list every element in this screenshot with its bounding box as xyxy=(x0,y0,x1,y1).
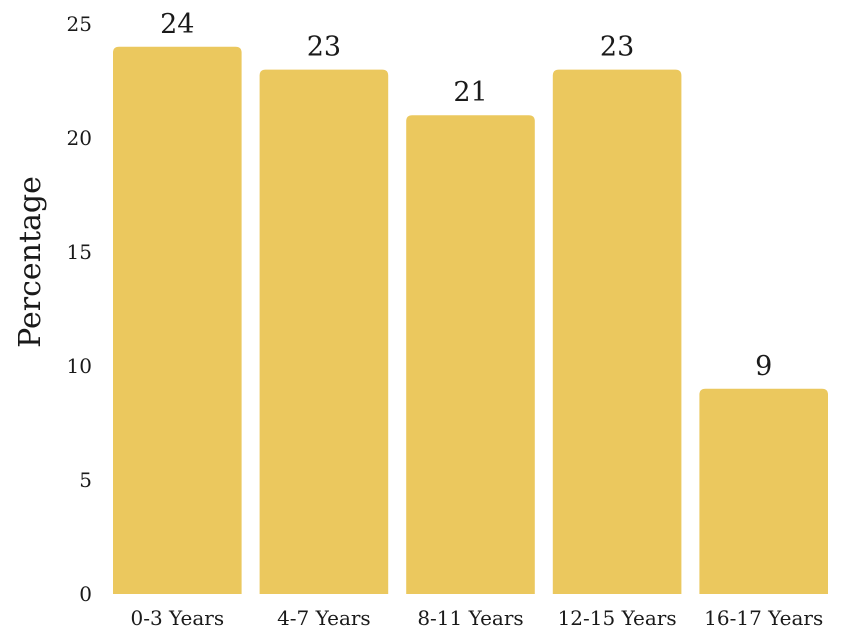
y-tick-label: 0 xyxy=(79,582,92,606)
y-tick-label: 25 xyxy=(67,12,92,36)
bar-data-label: 9 xyxy=(755,351,772,382)
y-tick-label: 15 xyxy=(67,240,92,264)
x-tick-label: 0-3 Years xyxy=(130,606,224,630)
x-tick-label: 4-7 Years xyxy=(277,606,371,630)
bar-data-label: 21 xyxy=(453,77,487,108)
y-axis-label: Percentage xyxy=(13,176,48,348)
bar xyxy=(699,388,828,594)
bar-data-label: 24 xyxy=(160,9,194,40)
y-tick-label: 20 xyxy=(67,126,92,150)
x-tick-label: 12-15 Years xyxy=(558,606,677,630)
x-axis-ticks: 0-3 Years 4-7 Years 8-11 Years 12-15 Years 1… xyxy=(130,606,823,630)
x-tick-label: 8-11 Years xyxy=(417,606,523,630)
data-labels: 24 23 21 23 9 xyxy=(160,9,772,382)
bar xyxy=(113,46,242,595)
bar-data-label: 23 xyxy=(600,32,634,63)
y-axis-ticks: 0 5 10 15 20 25 xyxy=(67,12,92,606)
bar xyxy=(406,115,535,594)
bars xyxy=(113,46,828,595)
bar-data-label: 23 xyxy=(307,32,341,63)
y-tick-label: 5 xyxy=(79,468,92,492)
x-tick-label: 16-17 Years xyxy=(704,606,823,630)
bar xyxy=(259,69,389,595)
y-tick-label: 10 xyxy=(67,354,92,378)
bar xyxy=(552,69,682,595)
